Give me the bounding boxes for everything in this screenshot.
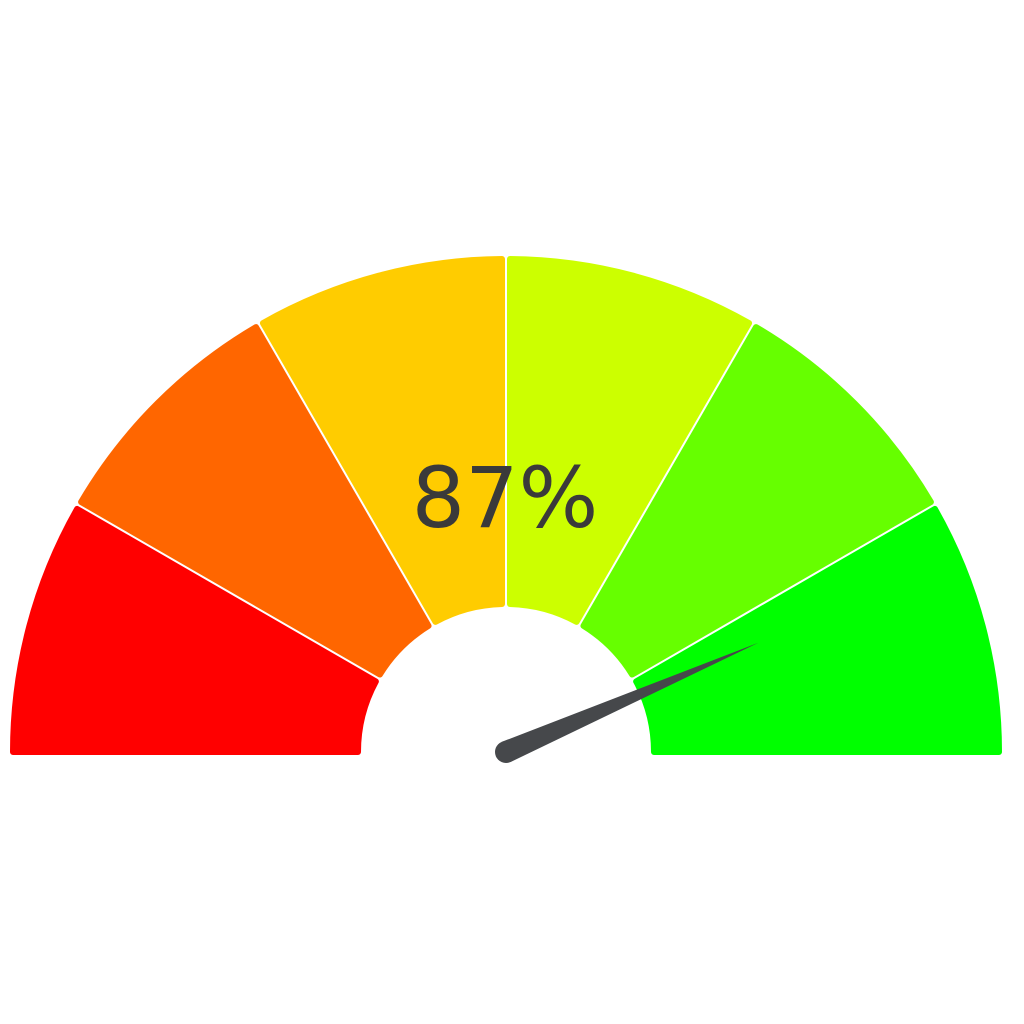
gauge-value-label: 87%: [412, 449, 599, 547]
gauge-segment-2: [78, 324, 432, 678]
gauge-segment-4: [507, 256, 753, 625]
gauge-needle-group: [495, 642, 759, 763]
gauge-needle: [501, 642, 759, 763]
gauge-segment-1: [10, 505, 379, 755]
gauge-segment-3: [259, 256, 505, 625]
gauge-segment-6: [633, 505, 1002, 755]
gauge-segment-5: [580, 324, 934, 678]
gauge-segments: [10, 256, 1002, 755]
gauge-needle-hub: [495, 741, 517, 763]
